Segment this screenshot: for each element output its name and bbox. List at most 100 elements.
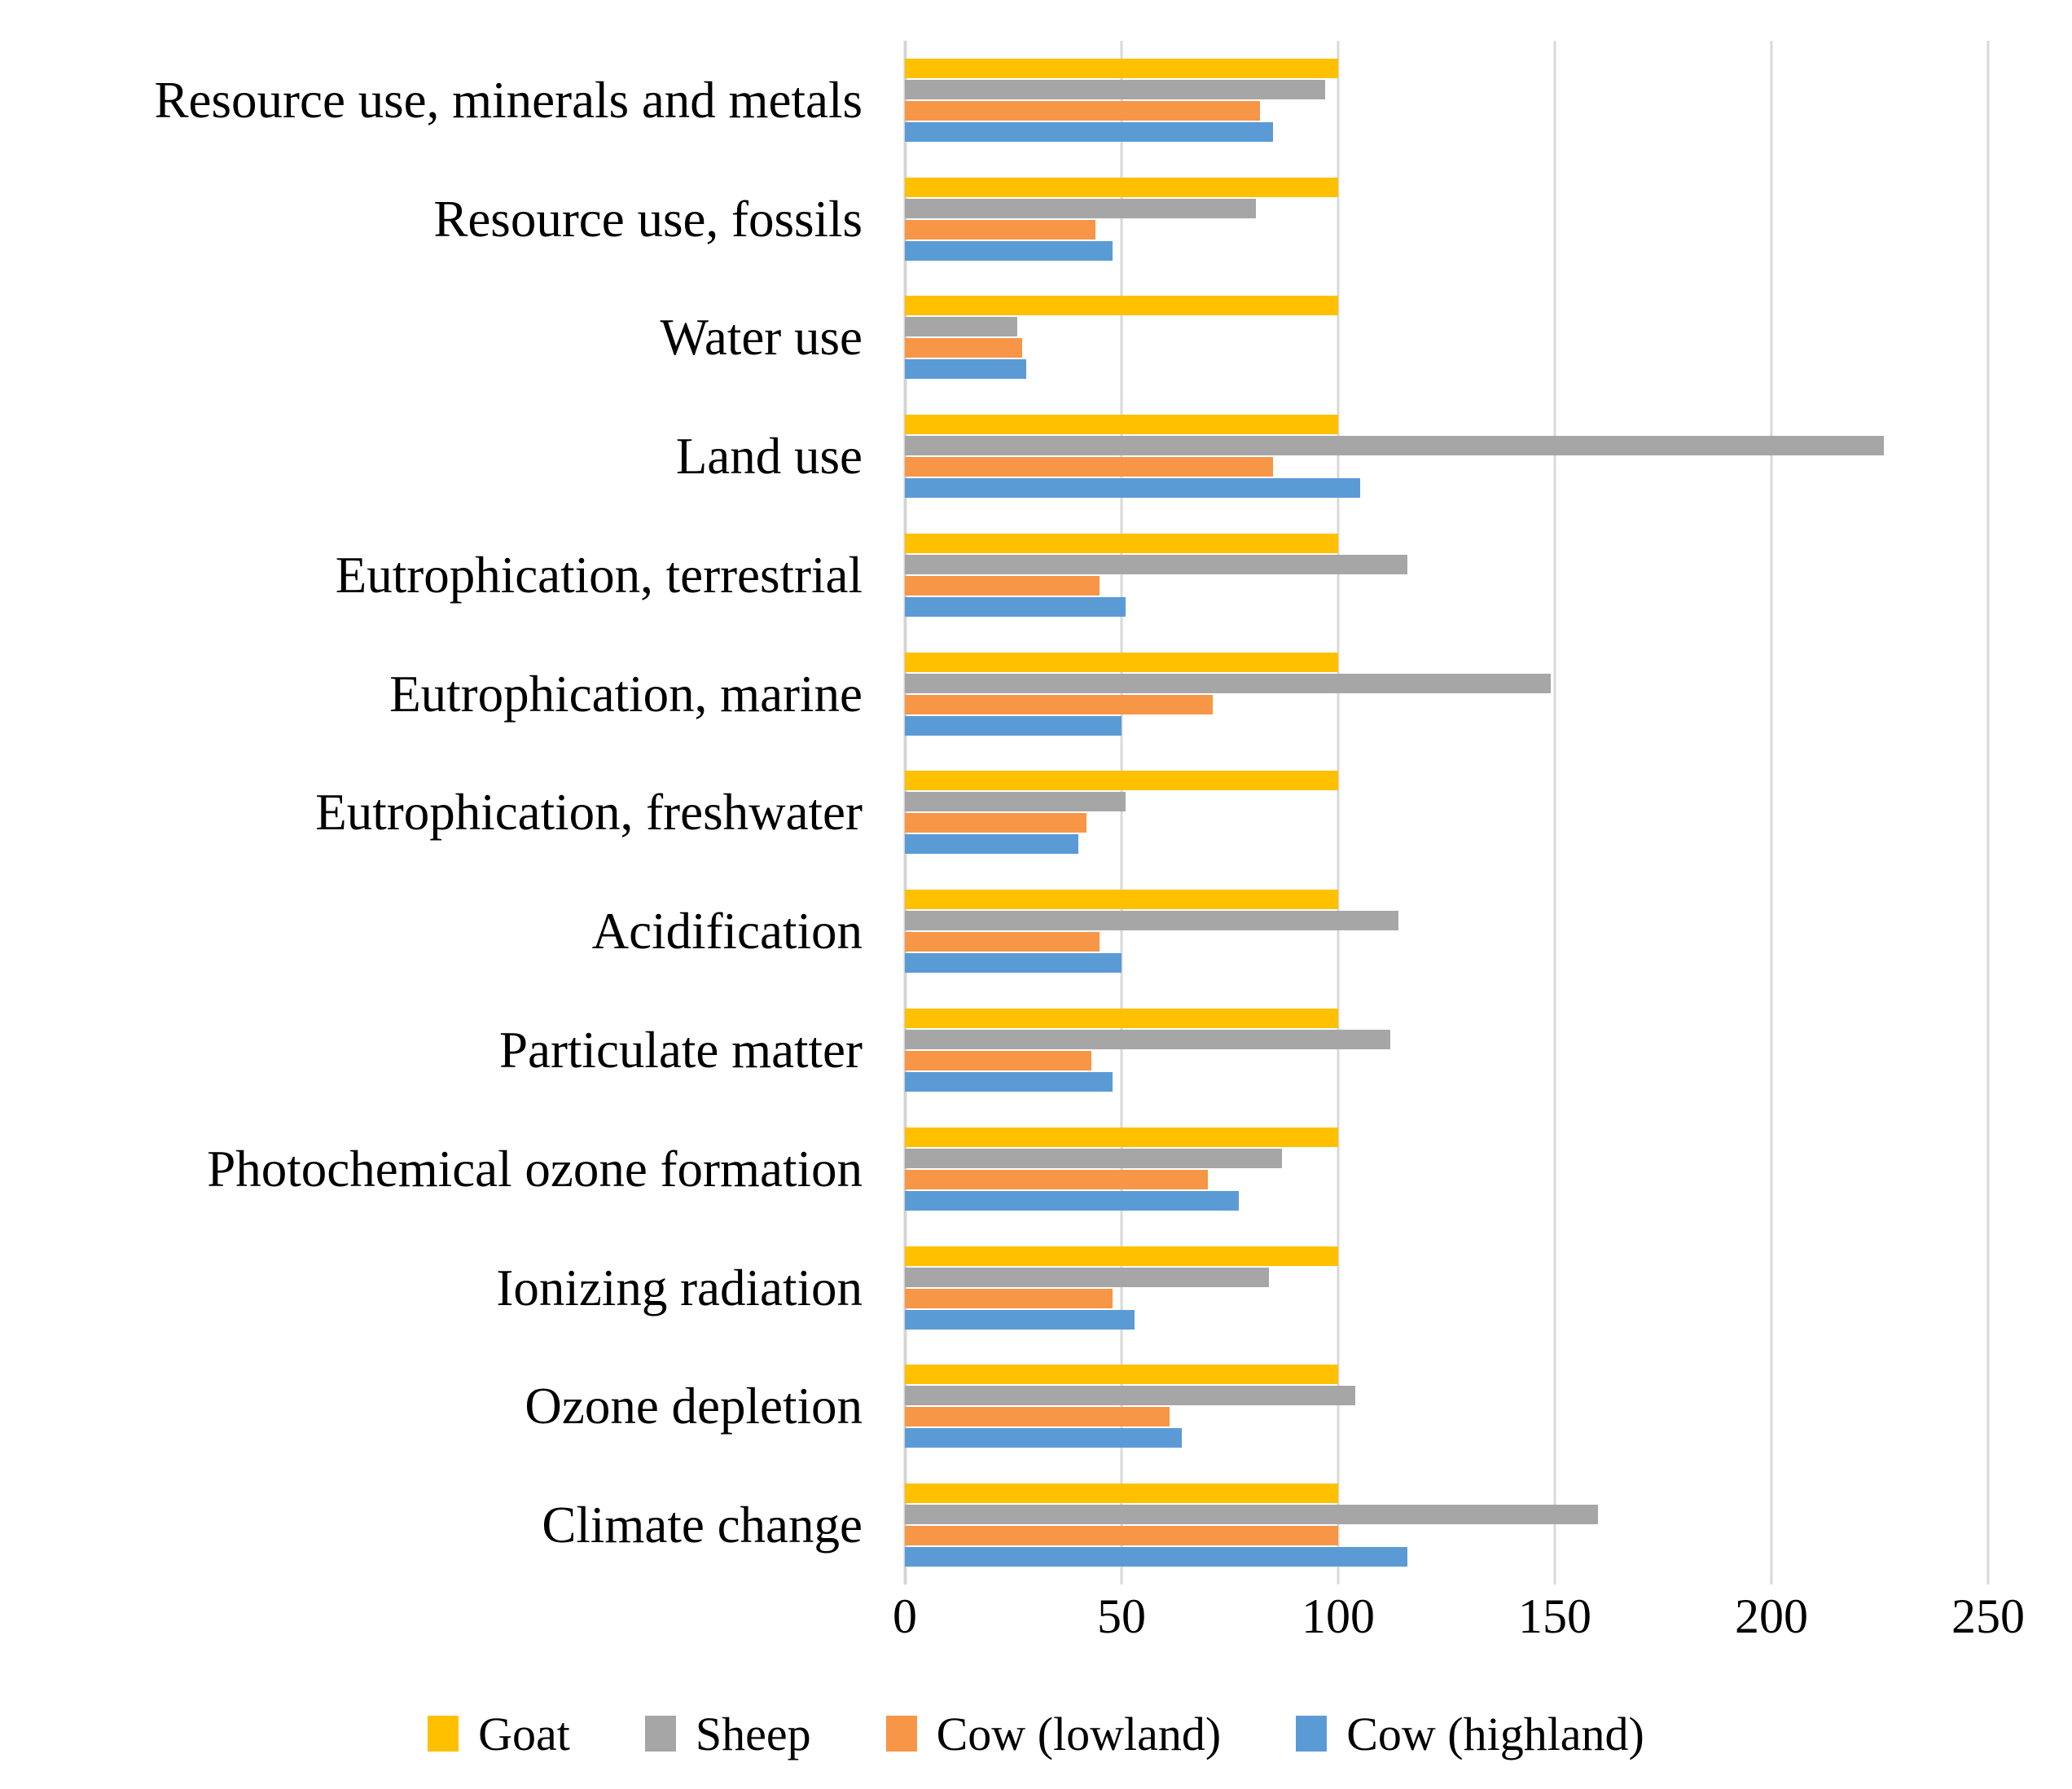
- gridline: [1553, 41, 1556, 1585]
- category-label: Eutrophication, marine: [389, 665, 863, 723]
- bar-cow-highland: [905, 478, 1360, 499]
- chart-row: Acidification: [0, 872, 2072, 991]
- bar-goat: [905, 1246, 1338, 1266]
- chart-row: Resource use, minerals and metals: [0, 41, 2072, 160]
- bar-goat: [905, 652, 1338, 672]
- bar-cow-lowland: [905, 813, 1087, 833]
- bar-sheep: [905, 1030, 1390, 1049]
- legend-item-cow-highland: Cow (highland): [1296, 1707, 1644, 1761]
- category-label: Acidification: [591, 903, 863, 960]
- category-label: Water use: [660, 309, 863, 367]
- bar-cow-lowland: [905, 1169, 1209, 1189]
- chart-row: Eutrophication, marine: [0, 635, 2072, 754]
- bar-goat: [905, 1009, 1338, 1028]
- bar-goat: [905, 1127, 1338, 1147]
- x-tick-label: 100: [1302, 1589, 1375, 1643]
- legend-label: Sheep: [695, 1707, 811, 1760]
- bar-cow-lowland: [905, 1407, 1170, 1427]
- x-axis: 0 50 100 150 200 250: [893, 1589, 2072, 1654]
- gridline: [1337, 41, 1340, 1585]
- bar-cow-lowland: [905, 932, 1100, 952]
- bar-goat: [905, 890, 1338, 910]
- legend-item-sheep: Sheep: [644, 1707, 811, 1761]
- bar-cow-highland: [905, 715, 1122, 736]
- bar-cow-highland: [905, 834, 1078, 855]
- bar-cow-lowland: [905, 575, 1100, 596]
- x-tick-label: 200: [1735, 1589, 1808, 1643]
- bar-sheep: [905, 198, 1256, 218]
- bar-cow-lowland: [905, 219, 1096, 240]
- chart-row: Photochemical ozone formation: [0, 1110, 2072, 1229]
- category-rows: Resource use, minerals and metals Resourc…: [0, 41, 2072, 1585]
- bar-cow-lowland: [905, 1288, 1113, 1308]
- bar-sheep: [905, 1148, 1282, 1168]
- bar-cow-lowland: [905, 1051, 1091, 1070]
- category-label: Eutrophication, terrestrial: [335, 546, 863, 604]
- bar-cow-highland: [905, 359, 1026, 380]
- bar-cow-highland: [905, 1072, 1113, 1092]
- bar-cow-highland: [905, 240, 1113, 261]
- bar-group: [905, 1466, 2072, 1585]
- bar-sheep: [905, 1505, 1599, 1525]
- bar-group: [905, 160, 2072, 279]
- x-tick-label: 250: [1951, 1589, 2025, 1643]
- bar-group: [905, 1347, 2072, 1466]
- chart-row: Resource use, fossils: [0, 160, 2072, 279]
- legend-swatch-cow-highland: [1296, 1716, 1328, 1752]
- bar-goat: [905, 533, 1338, 553]
- bar-goat: [905, 296, 1338, 316]
- bar-sheep: [905, 673, 1551, 693]
- category-label: Ozone depletion: [525, 1378, 863, 1435]
- bar-group: [905, 991, 2072, 1110]
- category-label: Land use: [675, 428, 863, 486]
- bar-group: [905, 1229, 2072, 1347]
- x-tick-label: 0: [893, 1589, 917, 1643]
- bar-cow-lowland: [905, 338, 1022, 358]
- legend: Goat Sheep Cow (lowland) Cow (highland): [0, 1701, 2072, 1766]
- category-label: Resource use, fossils: [433, 190, 863, 248]
- chart-row: Land use: [0, 397, 2072, 516]
- bar-sheep: [905, 911, 1399, 931]
- chart-row: Water use: [0, 279, 2072, 398]
- bar-group: [905, 397, 2072, 516]
- chart-row: Eutrophication, terrestrial: [0, 516, 2072, 635]
- gridline: [1120, 41, 1123, 1585]
- bar-sheep: [905, 436, 1885, 456]
- bar-sheep: [905, 79, 1326, 99]
- category-label: Eutrophication, freshwater: [315, 784, 863, 842]
- bar-goat: [905, 1365, 1338, 1385]
- category-label: Particulate matter: [498, 1021, 863, 1079]
- category-label: Resource use, minerals and metals: [154, 71, 863, 129]
- bar-cow-lowland: [905, 694, 1213, 714]
- bar-goat: [905, 771, 1338, 791]
- legend-swatch-sheep: [644, 1716, 676, 1752]
- bar-group: [905, 279, 2072, 398]
- gridline: [1770, 41, 1773, 1585]
- bar-cow-highland: [905, 1309, 1135, 1330]
- bar-cow-highland: [905, 1428, 1183, 1448]
- chart-row: Climate change: [0, 1466, 2072, 1585]
- chart-row: Eutrophication, freshwater: [0, 754, 2072, 873]
- bar-cow-lowland: [905, 457, 1274, 477]
- bar-group: [905, 635, 2072, 754]
- legend-swatch-cow-lowland: [885, 1716, 917, 1752]
- bar-group: [905, 516, 2072, 635]
- bar-goat: [905, 177, 1338, 197]
- bar-cow-highland: [905, 596, 1126, 617]
- axis-line-zero: [903, 41, 907, 1585]
- category-label: Climate change: [542, 1497, 863, 1554]
- plot-area: [903, 41, 2072, 1585]
- chart-row: Particulate matter: [0, 991, 2072, 1110]
- bar-cow-highland: [905, 121, 1274, 142]
- bar-cow-highland: [905, 1547, 1408, 1567]
- category-label: Ionizing radiation: [496, 1259, 863, 1316]
- bar-sheep: [905, 1386, 1356, 1406]
- chart-row: Ionizing radiation: [0, 1229, 2072, 1347]
- legend-label: Cow (lowland): [936, 1707, 1222, 1760]
- legend-item-cow-lowland: Cow (lowland): [885, 1707, 1222, 1761]
- bar-sheep: [905, 554, 1408, 574]
- chart-row: Ozone depletion: [0, 1347, 2072, 1466]
- category-label: Photochemical ozone formation: [207, 1140, 863, 1198]
- bar-sheep: [905, 317, 1018, 337]
- bar-goat: [905, 58, 1338, 78]
